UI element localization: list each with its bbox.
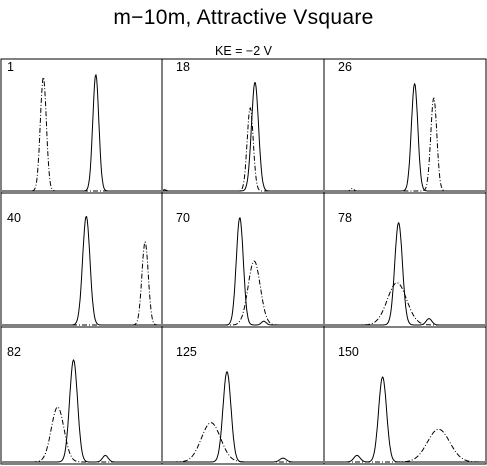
panel-150: 150 bbox=[323, 326, 487, 465]
series-solid-line bbox=[2, 359, 161, 463]
panel-label: 70 bbox=[176, 211, 190, 225]
series-dashdot-line bbox=[163, 260, 323, 326]
series-solid-line bbox=[163, 217, 323, 326]
panel-frame bbox=[0, 58, 163, 194]
panel-label: 18 bbox=[176, 60, 190, 74]
panel-label: 26 bbox=[338, 60, 352, 74]
panel-label: 1 bbox=[7, 60, 14, 74]
panel-label: 125 bbox=[176, 345, 197, 359]
panel-frame bbox=[0, 326, 163, 465]
series-solid-line bbox=[2, 216, 161, 326]
panel-26: 26 bbox=[323, 58, 487, 194]
panel-82: 82 bbox=[0, 326, 163, 465]
series-solid-line bbox=[163, 82, 323, 192]
panel-frame bbox=[161, 58, 325, 194]
series-solid-line bbox=[325, 83, 485, 192]
series-solid-line bbox=[2, 74, 161, 192]
series-dashdot-line bbox=[325, 97, 485, 192]
series-dashdot-line bbox=[325, 428, 485, 463]
panel-70: 70 bbox=[161, 192, 325, 328]
panel-frame bbox=[323, 58, 487, 194]
panel-label: 78 bbox=[338, 211, 352, 225]
panel-40: 40 bbox=[0, 192, 163, 328]
series-dashdot-line bbox=[2, 76, 161, 192]
series-dashdot-line bbox=[2, 241, 161, 326]
panel-label: 82 bbox=[7, 345, 21, 359]
chart-subtitle: KE = −2 V bbox=[215, 44, 272, 58]
series-solid-line bbox=[325, 222, 485, 326]
series-dashdot-line bbox=[162, 107, 323, 192]
panel-label: 150 bbox=[338, 345, 359, 359]
panel-1: 1 bbox=[0, 58, 163, 194]
series-dashdot-line bbox=[2, 406, 161, 463]
panel-18: 18 bbox=[161, 58, 325, 194]
panel-label: 40 bbox=[7, 211, 21, 225]
series-solid-line bbox=[325, 376, 485, 463]
series-dashdot-line bbox=[163, 422, 323, 463]
panel-125: 125 bbox=[161, 326, 325, 465]
panel-frame bbox=[323, 326, 487, 465]
series-solid-line bbox=[163, 371, 323, 463]
panel-frame bbox=[0, 192, 163, 328]
series-dashdot-line bbox=[325, 282, 485, 326]
panel-78: 78 bbox=[323, 192, 487, 328]
chart-title: m−10m, Attractive Vsquare bbox=[113, 6, 374, 29]
